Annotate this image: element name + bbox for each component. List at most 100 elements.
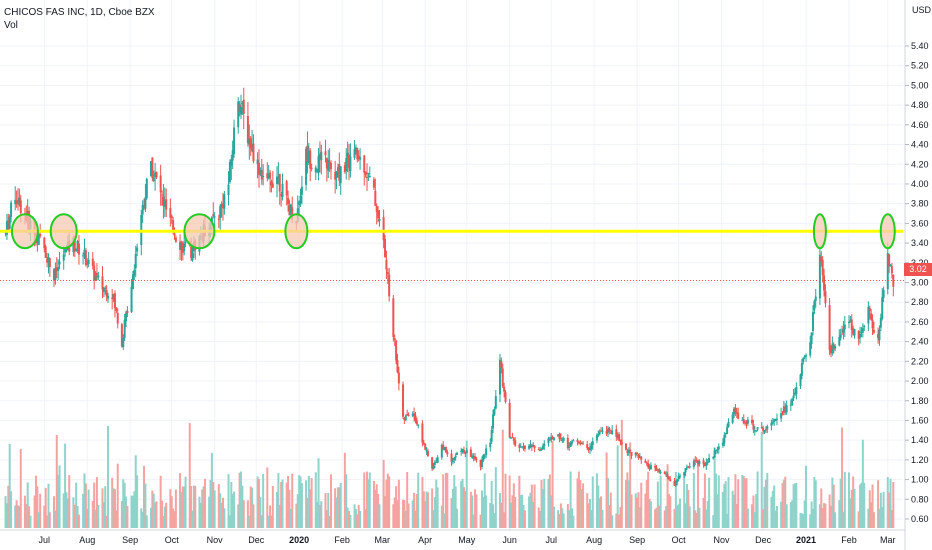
candle-body: [335, 171, 338, 179]
volume-bar: [811, 509, 814, 528]
candle-body: [330, 163, 333, 170]
volume-bar: [64, 443, 67, 528]
candle-body: [366, 176, 369, 178]
candle-body: [694, 460, 697, 462]
candle-body: [580, 442, 583, 444]
candle-body: [667, 477, 670, 479]
volume-bar: [829, 505, 832, 528]
price-tick-label: 3.40: [911, 238, 929, 248]
volume-bar: [181, 486, 184, 528]
volume-bar: [522, 504, 525, 528]
candle-body: [867, 306, 870, 324]
volume-bar: [853, 488, 856, 528]
touch-markers: [10, 213, 896, 250]
volume-bar: [882, 491, 885, 528]
candle-body: [570, 441, 573, 444]
price-tick-label: 4.80: [911, 100, 929, 110]
volume-bar: [813, 477, 816, 528]
candle-body: [537, 449, 540, 451]
candle-body: [18, 197, 21, 205]
time-tick-label: Apr: [418, 535, 432, 545]
volume-bar: [97, 505, 100, 528]
volume-bar: [172, 508, 175, 528]
candle-body: [871, 319, 874, 329]
volume-bar: [346, 507, 349, 528]
candle-body: [809, 342, 812, 356]
candle-body: [734, 407, 737, 413]
candle-body: [125, 312, 128, 322]
candle-body: [547, 438, 550, 444]
time-tick-label: Sep: [122, 535, 138, 545]
candle-body: [454, 455, 457, 458]
volume-bar: [766, 473, 769, 528]
volume-bar: [421, 476, 424, 528]
volume-bar: [753, 512, 756, 528]
candle-body: [562, 438, 565, 441]
candle-body: [550, 436, 553, 441]
volume-bar: [537, 507, 540, 528]
candle-body: [607, 428, 610, 433]
candle-body: [697, 460, 700, 465]
candle-body: [771, 422, 774, 424]
candle-body: [307, 150, 310, 163]
volume-bar: [144, 483, 147, 528]
volume-bar: [192, 485, 195, 528]
candle-body: [403, 417, 406, 421]
volume-bar: [251, 487, 254, 528]
volume-bar: [327, 492, 330, 528]
candle-body: [101, 276, 104, 290]
volume-bar: [715, 473, 718, 528]
candle-body: [800, 362, 803, 376]
volume-bar: [58, 465, 61, 528]
volume-bar: [586, 493, 589, 528]
candle-body: [669, 479, 672, 482]
candle-body: [474, 456, 477, 460]
candle-body: [713, 450, 716, 458]
volume-label[interactable]: Vol: [4, 20, 18, 31]
candle-body: [615, 429, 618, 437]
volume-bar: [82, 493, 85, 528]
volume-bar: [820, 488, 823, 528]
volume-bar: [136, 475, 139, 528]
volume-bar: [532, 501, 535, 528]
volume-bar: [385, 479, 388, 528]
volume-bar: [615, 513, 618, 528]
time-axis[interactable]: Jul Aug Sep Oct Nov Dec 2020 Feb Mar Apr May Jun Jul…: [0, 529, 905, 545]
volume-bar: [336, 487, 339, 528]
candle-body: [762, 427, 765, 431]
candle-body: [566, 437, 569, 449]
volume-bar: [781, 482, 784, 528]
candle-body: [407, 414, 410, 416]
candle-body: [676, 479, 679, 483]
volume-bar: [597, 485, 600, 528]
candle-body: [795, 386, 798, 395]
candle-body: [432, 465, 435, 470]
volume-bar: [93, 482, 96, 528]
volume-bar: [165, 502, 168, 528]
candle-body: [170, 215, 173, 218]
candle-body: [451, 460, 454, 462]
candle-body: [314, 167, 317, 173]
candle-body: [482, 454, 485, 461]
volume-bar: [180, 492, 183, 528]
volume-bar: [688, 506, 691, 528]
volume-bar: [634, 493, 637, 528]
volume-bar: [570, 508, 573, 528]
volume-bar: [330, 474, 333, 528]
volume-bar: [231, 494, 234, 528]
volume-bar: [695, 512, 698, 528]
candle-body: [813, 301, 816, 311]
candle-body: [608, 427, 611, 432]
volume-bar: [742, 476, 745, 528]
volume-bar: [775, 505, 778, 528]
symbol-title[interactable]: CHICOS FAS INC, 1D, Cboe BZX: [4, 7, 155, 18]
candle-body: [512, 438, 515, 441]
candle-body: [104, 287, 107, 289]
candle-body: [325, 158, 328, 169]
volume-bar: [872, 512, 875, 528]
candle-body: [879, 317, 882, 328]
candle-body: [328, 161, 331, 163]
volume-bar: [159, 475, 162, 528]
candle-body: [823, 275, 826, 291]
